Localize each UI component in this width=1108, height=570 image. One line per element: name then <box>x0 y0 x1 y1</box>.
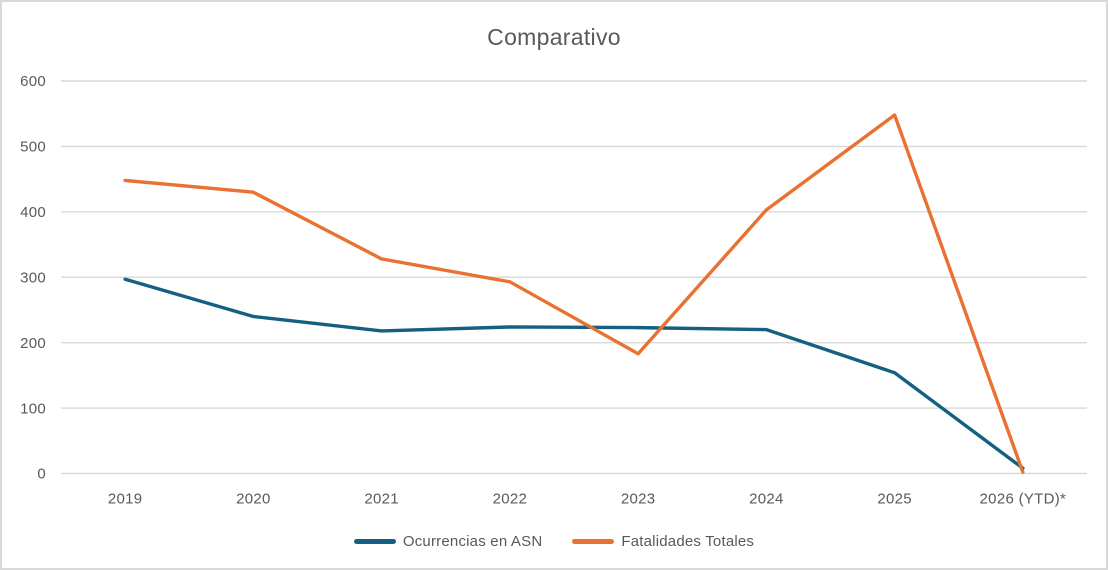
x-tick-label-2021: 2021 <box>364 491 399 508</box>
chart-title: Comparativo <box>487 24 621 50</box>
y-tick-label-500: 500 <box>20 139 46 156</box>
legend-swatch-fatalidades <box>572 538 615 544</box>
series-line-fatalidades-totales <box>123 113 1025 474</box>
x-tick-label-2022: 2022 <box>493 491 528 508</box>
legend-item-ocurrencias: Ocurrencias en ASN <box>353 532 543 550</box>
y-tick-label-200: 200 <box>20 335 46 352</box>
legend-label-fatalidades: Fatalidades Totales <box>621 532 755 550</box>
legend-label-ocurrencias: Ocurrencias en ASN <box>402 532 543 550</box>
series-line-ocurrencias-en-asn <box>123 277 1025 470</box>
legend-swatch-ocurrencias <box>353 538 396 544</box>
x-tick-label-2020: 2020 <box>236 491 271 508</box>
x-tick-label-2025: 2025 <box>877 491 912 508</box>
y-tick-label-300: 300 <box>20 269 46 286</box>
y-tick-label-600: 600 <box>20 73 46 90</box>
x-tick-label-2019: 2019 <box>108 491 143 508</box>
chart-legend: Ocurrencias en ASN Fatalidades Totales <box>2 532 1106 550</box>
x-tick-label-2024: 2024 <box>749 491 784 508</box>
y-tick-label-100: 100 <box>20 400 46 417</box>
y-tick-label-400: 400 <box>20 204 46 221</box>
y-tick-label-0: 0 <box>37 466 46 483</box>
x-tick-label-2023: 2023 <box>621 491 656 508</box>
legend-item-fatalidades: Fatalidades Totales <box>572 533 754 550</box>
x-tick-label-2026-ytd-: 2026 (YTD)* <box>980 491 1067 508</box>
